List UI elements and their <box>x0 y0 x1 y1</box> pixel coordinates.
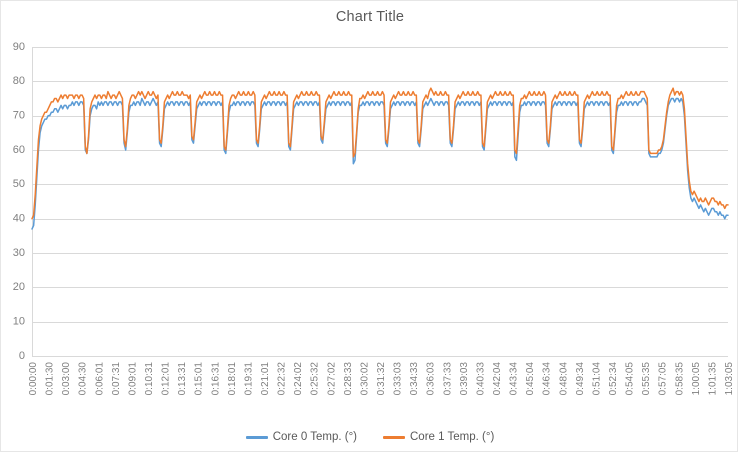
x-axis-tick-label: 0:04:30 <box>78 362 89 396</box>
series-line-1[interactable] <box>31 87 729 220</box>
y-axis-tick-label: 20 <box>13 281 25 293</box>
x-axis-tick-label: 1:00:05 <box>691 362 702 396</box>
chart-legend[interactable]: Core 0 Temp. (°) Core 1 Temp. (°) <box>1 431 737 443</box>
x-axis-tick-label: 0:27:02 <box>326 362 337 396</box>
x-axis-tick-label: 0:13:31 <box>177 362 188 396</box>
x-axis-tick-label: 0:57:05 <box>658 362 669 396</box>
x-axis-tick-label: 0:22:32 <box>277 362 288 396</box>
x-axis-tick-label: 0:16:31 <box>210 362 221 396</box>
y-axis-tick-label: 50 <box>13 178 25 190</box>
data-series-group <box>31 87 729 230</box>
x-axis-tick-label: 0:37:33 <box>442 362 453 396</box>
x-axis-tick-label: 0:24:02 <box>293 362 304 396</box>
y-axis-tick-label: 30 <box>13 247 25 259</box>
x-axis-tick-label: 0:40:33 <box>475 362 486 396</box>
x-axis-tick-label: 0:21:01 <box>260 362 271 396</box>
legend-label: Core 1 Temp. (°) <box>410 431 495 443</box>
x-axis-tick-labels: 0:00:00 0:01:30 0:03:00 0:04:30 0:06:01 0:07:… <box>28 362 735 396</box>
x-axis-tick-label: 0:58:35 <box>674 362 685 396</box>
x-axis-tick-label: 0:12:01 <box>161 362 172 396</box>
x-axis-tick-label: 0:07:31 <box>111 362 122 396</box>
x-axis-tick-label: 0:45:04 <box>525 362 536 396</box>
x-axis-tick-label: 0:18:01 <box>227 362 238 396</box>
x-axis-tick-label: 0:49:34 <box>575 362 586 396</box>
x-axis-tick-label: 0:34:33 <box>409 362 420 396</box>
x-axis-tick-label: 1:03:05 <box>724 362 735 396</box>
x-axis-tick-label: 0:31:32 <box>376 362 387 396</box>
x-axis-tick-label: 0:01:30 <box>45 362 56 396</box>
x-axis-tick-label: 0:25:32 <box>310 362 321 396</box>
chart-title: Chart Title <box>335 9 405 25</box>
x-axis-tick-label: 0:52:34 <box>608 362 619 396</box>
x-axis-tick-label: 1:01:35 <box>707 362 718 396</box>
y-axis-tick-label: 80 <box>13 75 25 87</box>
x-axis-tick-label: 0:55:35 <box>641 362 652 396</box>
x-axis-tick-label: 0:19:31 <box>243 362 254 396</box>
series-line-0[interactable] <box>31 97 729 230</box>
legend-color-swatch <box>383 435 405 439</box>
x-axis-tick-label: 0:43:34 <box>509 362 520 396</box>
y-axis-tick-label: 60 <box>13 144 25 156</box>
x-axis-tick-label: 0:36:03 <box>426 362 437 396</box>
gridlines-group <box>32 47 728 357</box>
y-axis-tick-label: 40 <box>13 213 25 225</box>
legend-label: Core 0 Temp. (°) <box>272 431 357 443</box>
x-axis-tick-label: 0:00:00 <box>28 362 39 396</box>
y-axis-tick-label: 0 <box>19 350 25 362</box>
x-axis-tick-label: 0:06:01 <box>94 362 105 396</box>
x-axis-tick-label: 0:48:04 <box>558 362 569 396</box>
x-axis-tick-label: 0:42:04 <box>492 362 503 396</box>
y-axis-tick-label: 70 <box>13 110 25 122</box>
x-axis-tick-label: 0:51:04 <box>591 362 602 396</box>
x-axis-tick-label: 0:46:34 <box>542 362 553 396</box>
x-axis-tick-label: 0:15:01 <box>194 362 205 396</box>
y-axis-tick-labels: 0 10 20 30 40 50 60 70 80 90 <box>13 41 25 362</box>
x-axis-tick-label: 0:30:02 <box>359 362 370 396</box>
x-axis-tick-label: 0:54:05 <box>625 362 636 396</box>
x-axis-tick-label: 0:03:00 <box>61 362 72 396</box>
legend-color-swatch <box>245 435 268 439</box>
x-axis-tick-label: 0:10:31 <box>144 362 155 396</box>
x-axis-tick-label: 0:09:01 <box>127 362 138 396</box>
y-axis-tick-label: 90 <box>13 41 25 53</box>
x-axis-tick-label: 0:33:03 <box>393 362 404 396</box>
y-axis-tick-label: 10 <box>13 316 25 328</box>
x-axis-tick-label: 0:39:03 <box>459 362 470 396</box>
legend-entry-1[interactable]: Core 1 Temp. (°) <box>383 431 494 443</box>
legend-entry-0[interactable]: Core 0 Temp. (°) <box>245 431 357 443</box>
x-axis-tick-label: 0:28:33 <box>343 362 354 396</box>
